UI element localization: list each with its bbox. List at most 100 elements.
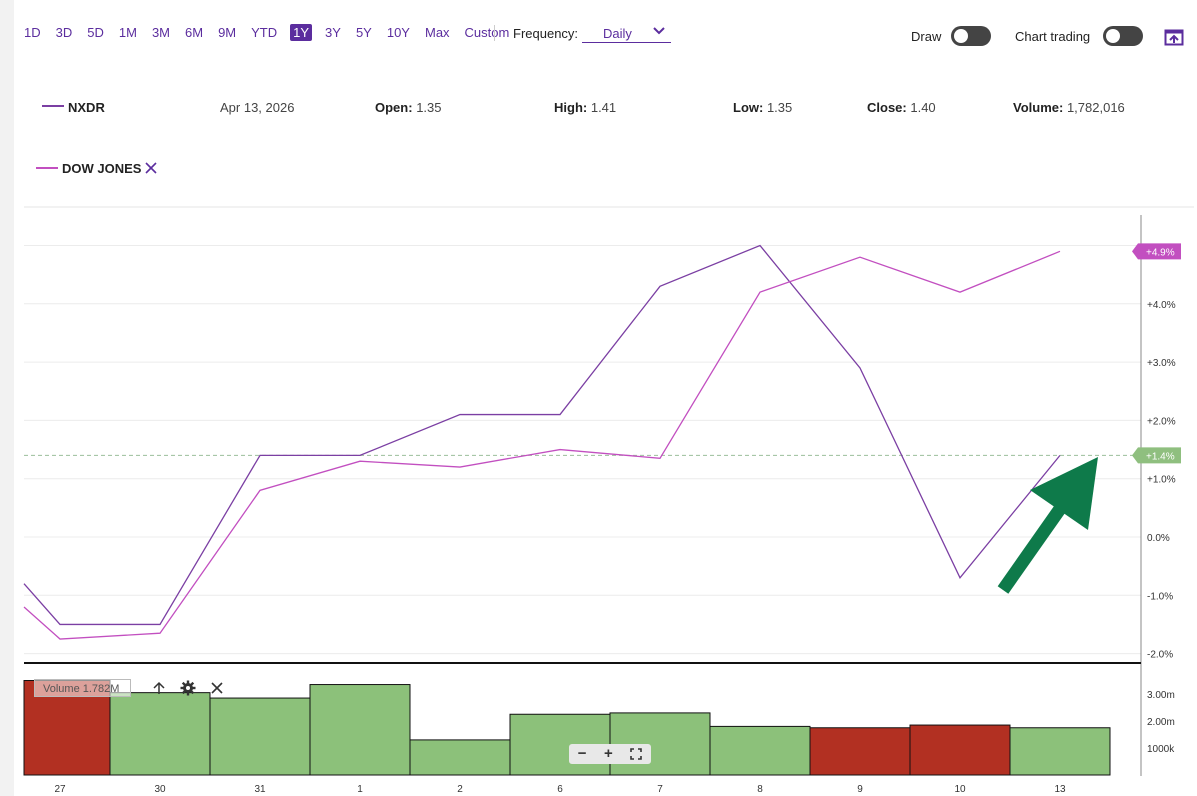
- volume-bar: [609, 712, 711, 776]
- chart-trading-label: Chart trading: [1015, 29, 1091, 44]
- compare-symbol: DOW JONES: [62, 161, 142, 176]
- range-button-10y[interactable]: 10Y: [386, 25, 410, 40]
- legend-open: Open: 1.35: [375, 100, 442, 115]
- y-tick-label: +2.0%: [1147, 416, 1176, 427]
- last-value-label: +4.9%: [1146, 247, 1175, 258]
- range-button-3m[interactable]: 3M: [151, 25, 170, 40]
- arrow-up-icon[interactable]: [151, 680, 167, 696]
- volume-study-label: Volume 1.782M: [34, 679, 131, 697]
- green-arrow-icon: [997, 457, 1098, 594]
- x-tick-label: 6: [557, 784, 563, 795]
- volume-bars: [23, 680, 1111, 776]
- x-tick-label: 9: [857, 784, 863, 795]
- y-axis-labels: -2.0% -1.0% 0.0% +1.0% +2.0% +3.0% +4.0%: [1147, 300, 1176, 661]
- grid-lines: [24, 245, 1141, 655]
- remove-compare-icon[interactable]: [145, 162, 157, 174]
- frequency-value: Daily: [603, 25, 632, 41]
- export-icon[interactable]: [1164, 28, 1184, 46]
- x-tick-label: 10: [954, 784, 966, 795]
- chart-trading-toggle[interactable]: [1103, 26, 1143, 46]
- series-lines: [23, 244, 1061, 640]
- volume-bar: [209, 697, 311, 776]
- nxdr-legend-swatch: [42, 105, 64, 107]
- volume-bar: [109, 692, 211, 776]
- range-button-max[interactable]: Max: [424, 25, 450, 40]
- range-button-3d[interactable]: 3D: [55, 25, 73, 40]
- volume-bar: [909, 724, 1011, 776]
- y-tick-label: -1.0%: [1147, 591, 1173, 602]
- last-value-label: +1.4%: [1146, 451, 1175, 462]
- close-icon[interactable]: [209, 680, 225, 696]
- volume-bar: [1009, 727, 1111, 776]
- series-line-nxdr: [23, 244, 1061, 626]
- volume-label: Volume:: [1013, 100, 1064, 115]
- volume-bar: [309, 684, 411, 776]
- legend-date: Apr 13, 2026: [220, 100, 295, 115]
- open-value: 1.35: [416, 100, 442, 115]
- volume-bar: [409, 739, 511, 776]
- volume-tick-label: 2.00m: [1147, 717, 1175, 728]
- high-value: 1.41: [590, 100, 617, 115]
- volume-axis-labels: 3.00m 2.00m 1000k: [1147, 690, 1175, 755]
- toolbar-divider: [494, 25, 495, 41]
- volume-value: 1,782,016: [1066, 100, 1125, 115]
- left-gutter: [0, 0, 14, 796]
- legend-low: Low: 1.35: [733, 100, 792, 115]
- x-tick-label: 31: [254, 784, 266, 795]
- x-tick-label: 27: [54, 784, 66, 795]
- toggle-knob: [954, 29, 968, 43]
- range-button-9m[interactable]: 9M: [218, 25, 237, 40]
- frequency-select[interactable]: Daily: [582, 24, 671, 43]
- volume-tick-label: 1000k: [1147, 744, 1175, 755]
- range-button-3y[interactable]: 3Y: [325, 25, 341, 40]
- y-tick-label: +3.0%: [1147, 358, 1176, 369]
- legend-high: High: 1.41: [554, 100, 616, 115]
- range-button-ytd[interactable]: YTD: [251, 25, 278, 40]
- y-tick-label: +4.0%: [1147, 300, 1176, 311]
- last-value-tag: [1132, 447, 1181, 464]
- range-button-6m[interactable]: 6M: [185, 25, 204, 40]
- y-tick-label: -2.0%: [1147, 650, 1173, 661]
- zoom-controls: − +: [569, 744, 651, 764]
- x-tick-label: 2: [457, 784, 463, 795]
- range-button-5d[interactable]: 5D: [87, 25, 104, 40]
- dow-legend-swatch: [36, 167, 58, 169]
- series-line-dow-jones: [23, 250, 1061, 640]
- high-label: High:: [554, 100, 588, 115]
- last-value-tag: [1132, 243, 1181, 260]
- x-tick-label: 1: [357, 784, 363, 795]
- range-button-5y[interactable]: 5Y: [355, 25, 372, 40]
- volume-bar: [709, 725, 811, 776]
- gear-icon[interactable]: [180, 680, 196, 696]
- x-tick-label: 13: [1054, 784, 1066, 795]
- close-label: Close:: [867, 100, 907, 115]
- range-button-1d[interactable]: 1D: [24, 25, 41, 40]
- low-value: 1.35: [766, 100, 793, 115]
- open-label: Open:: [375, 100, 413, 115]
- range-button-custom[interactable]: Custom: [464, 25, 510, 40]
- range-button-1y[interactable]: 1Y: [290, 24, 313, 41]
- fullscreen-icon[interactable]: [630, 748, 643, 760]
- x-tick-label: 8: [757, 784, 763, 795]
- zoom-out-button[interactable]: −: [577, 745, 587, 762]
- draw-label: Draw: [911, 29, 942, 44]
- range-button-1m[interactable]: 1M: [118, 25, 137, 40]
- range-selector: 1D 3D 5D 1M 3M 6M 9M YTD 1Y 3Y 5Y 10Y Max Custom: [22, 24, 522, 41]
- y-tick-label: +1.0%: [1147, 475, 1176, 486]
- volume-bar: [809, 727, 911, 776]
- legend-volume: Volume: 1,782,016: [1013, 100, 1125, 115]
- toggle-knob: [1106, 29, 1120, 43]
- legend-close: Close: 1.40: [867, 100, 936, 115]
- y-tick-label: 0.0%: [1147, 533, 1170, 544]
- draw-toggle[interactable]: [951, 26, 991, 46]
- legend-symbol: NXDR: [68, 100, 105, 115]
- low-label: Low:: [733, 100, 764, 115]
- zoom-in-button[interactable]: +: [603, 745, 613, 762]
- x-tick-label: 7: [657, 784, 663, 795]
- volume-tick-label: 3.00m: [1147, 690, 1175, 701]
- close-value: 1.40: [910, 100, 936, 115]
- x-tick-label: 30: [154, 784, 166, 795]
- chevron-down-icon: [653, 27, 665, 35]
- x-axis-labels: 27 30 31 1 2 6 7 8 9 10 13: [54, 784, 1066, 795]
